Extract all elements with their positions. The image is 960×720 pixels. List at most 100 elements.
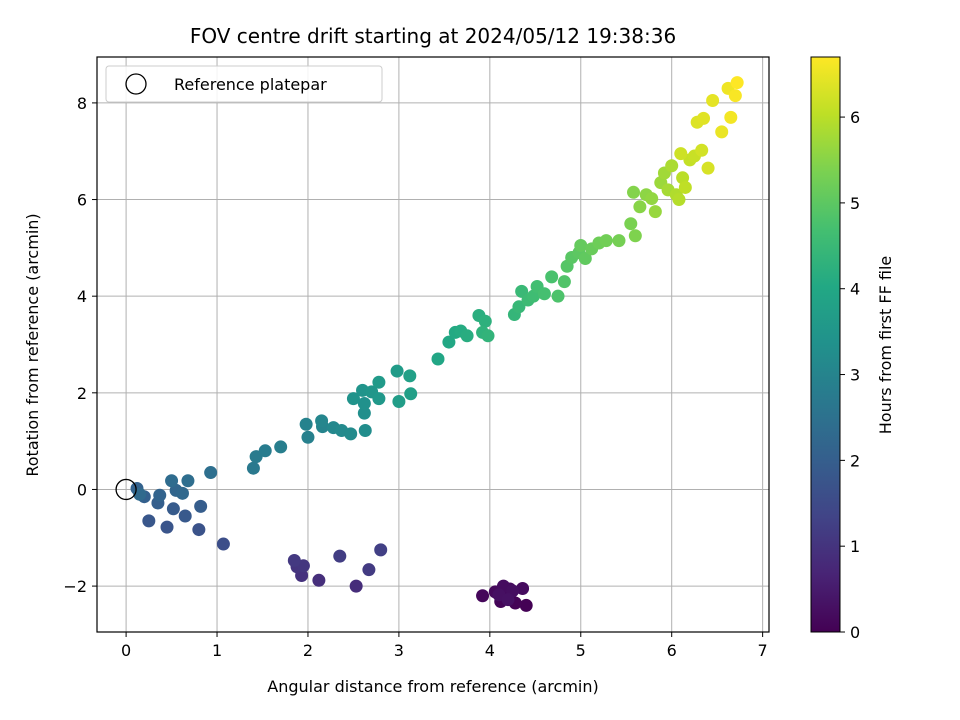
x-tick-label: 4 [485,641,495,660]
data-point [204,466,218,480]
data-point [648,205,662,219]
data-point [299,417,313,431]
data-point [574,238,588,252]
y-tick-label: 8 [77,94,87,113]
data-point [216,537,230,551]
data-point [633,200,647,214]
y-axis-ticks: −2 0 2 4 6 8 [63,94,97,596]
data-point [166,502,180,516]
data-point [312,573,326,587]
reference-marker-group [115,478,137,501]
data-point [612,234,626,248]
data-point [519,598,533,612]
data-point [374,543,388,557]
data-point [192,523,206,537]
data-point [372,375,386,389]
colorbar-ticks: 0 1 2 3 4 5 6 [840,108,860,642]
legend: Reference platepar [105,65,383,103]
data-point [142,514,156,528]
data-point [404,387,418,401]
data-point [274,440,288,454]
colorbar: 0 1 2 3 4 5 6 Hours from first FF file [810,56,895,642]
data-point [715,125,729,139]
y-tick-label: −2 [63,577,87,596]
data-point [697,111,711,125]
data-point [165,474,179,488]
data-point [645,192,659,206]
colorbar-tick-label: 1 [850,537,860,556]
data-point [701,161,715,175]
data-point [478,314,492,328]
data-point [551,289,565,303]
data-point [628,229,642,243]
data-point [357,406,371,420]
legend-box [105,65,383,103]
x-tick-label: 0 [121,641,131,660]
data-point [403,369,417,383]
data-point [476,589,490,603]
reference-marker [115,478,137,501]
y-tick-label: 4 [77,287,87,306]
data-point [160,520,174,534]
data-point [501,593,515,607]
data-point [390,364,404,378]
data-point [624,217,638,231]
legend-marker-reference [125,73,147,95]
data-point [481,329,495,343]
data-point [362,563,376,577]
data-point [537,287,551,301]
data-point [706,93,720,107]
data-point [357,396,371,410]
data-point [178,509,192,523]
data-point [557,275,571,289]
colorbar-gradient [810,56,841,633]
x-tick-label: 5 [576,641,586,660]
data-point [724,110,738,124]
data-point [358,424,372,438]
colorbar-tick-label: 5 [850,194,860,213]
data-point [672,193,686,207]
y-tick-label: 6 [77,191,87,210]
data-point [349,579,363,593]
data-point [194,499,208,513]
colorbar-tick-label: 6 [850,108,860,127]
data-point [728,89,742,103]
data-point [460,329,474,343]
y-axis-label: Rotation from reference (arcmin) [23,213,42,476]
data-point [301,430,315,444]
x-tick-label: 2 [303,641,313,660]
data-point [392,395,406,409]
data-point [599,234,613,248]
data-point [512,300,526,314]
data-point [344,427,358,441]
colorbar-tick-label: 0 [850,623,860,642]
data-point [372,392,386,406]
colorbar-tick-label: 4 [850,280,860,299]
data-point [346,392,360,406]
data-point [258,444,272,458]
data-point [442,335,456,349]
grid-lines [97,57,769,632]
data-point [545,270,559,284]
data-point [153,488,167,502]
y-tick-label: 2 [77,384,87,403]
x-tick-label: 7 [758,641,768,660]
data-point [333,549,347,563]
data-point [315,414,329,428]
data-point [678,180,692,194]
data-point [175,486,189,500]
colorbar-label: Hours from first FF file [876,256,895,435]
x-axis-ticks: 0 1 2 3 4 5 6 7 [121,632,768,660]
x-tick-label: 6 [667,641,677,660]
data-point [516,582,530,596]
data-point [287,553,301,567]
colorbar-tick-label: 3 [850,366,860,385]
data-point [665,159,679,173]
data-point [674,147,688,161]
y-tick-label: 0 [77,480,87,499]
data-point [246,461,260,475]
data-point [578,251,592,265]
legend-label-reference: Reference platepar [174,75,327,94]
data-point [431,352,445,366]
